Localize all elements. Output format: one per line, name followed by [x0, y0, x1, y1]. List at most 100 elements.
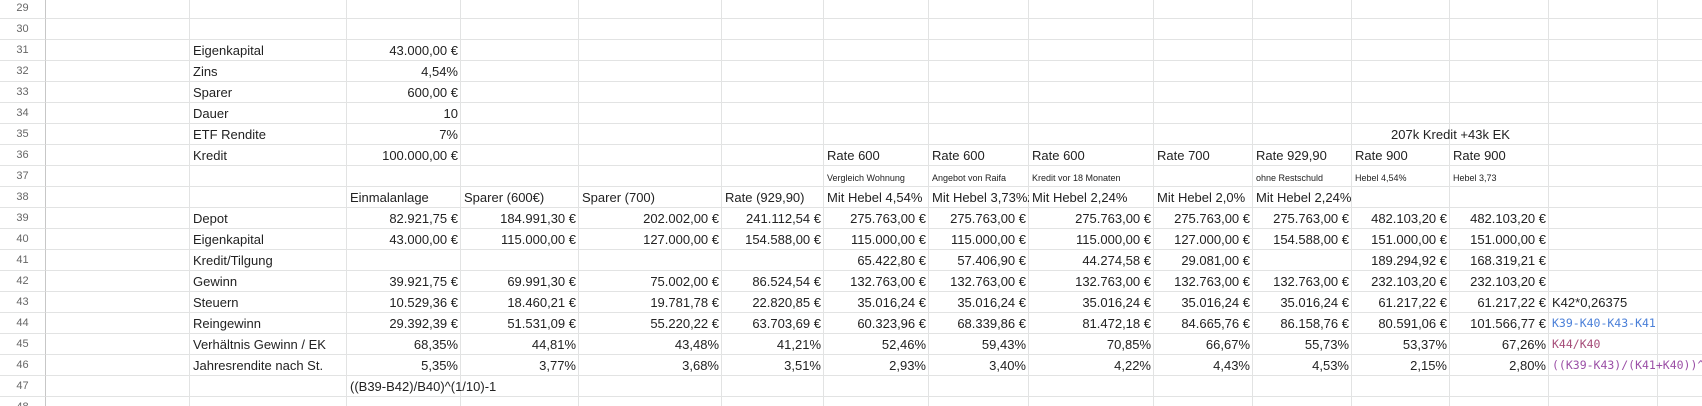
cell-text: 2,80%	[1509, 358, 1546, 373]
grid-cell	[824, 40, 929, 61]
cell-text: 39.921,75 €	[389, 274, 458, 289]
grid-cell	[1154, 187, 1253, 208]
row-header: 32	[0, 61, 46, 82]
cell-text: 207k Kredit +43k EK	[1391, 127, 1510, 142]
grid-cell	[46, 145, 190, 166]
grid-cell	[347, 334, 461, 355]
grid-cell	[461, 103, 579, 124]
cell-text: 4,22%	[1114, 358, 1151, 373]
grid-cell	[1154, 103, 1253, 124]
grid-cell	[1352, 397, 1450, 406]
grid-cell	[1029, 61, 1154, 82]
cell-text: K42*0,26375	[1552, 295, 1628, 310]
cell-text: 168.319,21 €	[1470, 253, 1546, 268]
grid-cell	[1450, 355, 1549, 376]
grid-cell	[824, 313, 929, 334]
cell-text: 482.103,20 €	[1371, 211, 1447, 226]
cell-text: 275.763,00 €	[950, 211, 1026, 226]
grid-cell	[46, 82, 190, 103]
grid-cell	[190, 250, 347, 271]
cell-text: Mit Hebel 2,24%	[1032, 190, 1128, 205]
grid-cell	[929, 166, 1029, 187]
grid-cell	[1352, 145, 1450, 166]
grid-cell	[1549, 313, 1658, 334]
grid-cell	[347, 208, 461, 229]
row-header: 48	[0, 397, 46, 406]
grid-cell	[579, 61, 722, 82]
grid-cell	[1253, 313, 1352, 334]
grid-cell	[1658, 313, 1702, 334]
grid-cell	[824, 145, 929, 166]
row-header: 39	[0, 208, 46, 229]
grid-cell	[1450, 124, 1549, 145]
grid-cell	[46, 19, 190, 40]
grid-cell	[1352, 82, 1450, 103]
cell-text: Rate 929,90	[1256, 148, 1327, 163]
cell-text: Eigenkapital	[193, 43, 264, 58]
grid-cell	[461, 145, 579, 166]
grid-cell	[579, 187, 722, 208]
cell-text: 22.820,85 €	[752, 295, 821, 310]
cell-text: 44,81%	[531, 337, 576, 352]
grid-cell	[1253, 0, 1352, 19]
grid-cell	[1029, 292, 1154, 313]
cell-text: 275.763,00 €	[1273, 211, 1349, 226]
cell-text: 35.016,24 €	[1082, 295, 1151, 310]
grid-cell	[1154, 271, 1253, 292]
grid-cell	[190, 19, 347, 40]
grid-cell	[347, 40, 461, 61]
grid-cell	[722, 124, 824, 145]
grid-cell	[1658, 103, 1702, 124]
grid-cell	[1658, 229, 1702, 250]
grid-cell	[190, 40, 347, 61]
grid-cell	[190, 271, 347, 292]
grid-cell	[1658, 145, 1702, 166]
grid-cell	[929, 376, 1029, 397]
formula: ((K39-K43)/(K41+K40))^(1/10)-1	[1552, 358, 1702, 372]
grid-cell	[1154, 82, 1253, 103]
grid-cell	[1352, 334, 1450, 355]
cell-text: Kredit vor 18 Monaten	[1032, 173, 1121, 183]
grid-cell	[1253, 40, 1352, 61]
formula: K39-K40-K43-K41	[1552, 316, 1656, 330]
grid-cell	[1154, 40, 1253, 61]
grid-cell	[579, 397, 722, 406]
grid-cell	[347, 19, 461, 40]
cell-text: Steuern	[193, 295, 239, 310]
cell-text: Vergleich Wohnung	[827, 173, 905, 183]
grid-cell	[461, 292, 579, 313]
grid-cell	[1253, 229, 1352, 250]
cell-text: Rate 600	[932, 148, 985, 163]
cell-text: 151.000,00 €	[1470, 232, 1546, 247]
grid-cell	[1658, 355, 1702, 376]
cell-text: 67,26%	[1501, 337, 1546, 352]
grid-cell	[46, 0, 190, 19]
cell-text: 75.002,00 €	[650, 274, 719, 289]
grid-cell	[929, 229, 1029, 250]
grid-cell	[1154, 229, 1253, 250]
grid-cell	[1450, 0, 1549, 19]
grid-cell	[1658, 0, 1702, 19]
grid-cell	[46, 250, 190, 271]
cell-text: 189.294,92 €	[1371, 253, 1447, 268]
grid-cell	[347, 166, 461, 187]
cell-text: Depot	[193, 211, 228, 226]
grid-cell	[347, 271, 461, 292]
grid-cell	[722, 229, 824, 250]
grid-cell	[1450, 145, 1549, 166]
grid-cell	[1658, 187, 1702, 208]
grid-cell	[1352, 103, 1450, 124]
grid-cell	[722, 208, 824, 229]
row-header: 29	[0, 0, 46, 19]
grid-cell	[1658, 271, 1702, 292]
cell-text: Kredit	[193, 148, 227, 163]
row-header: 33	[0, 82, 46, 103]
grid-cell	[461, 376, 579, 397]
grid-cell	[824, 355, 929, 376]
grid-cell	[1549, 229, 1658, 250]
cell-text: 86.524,54 €	[752, 274, 821, 289]
grid-cell	[824, 208, 929, 229]
cell-text: 35.016,24 €	[957, 295, 1026, 310]
grid-cell	[1352, 271, 1450, 292]
cell-text: 7%	[439, 127, 458, 142]
